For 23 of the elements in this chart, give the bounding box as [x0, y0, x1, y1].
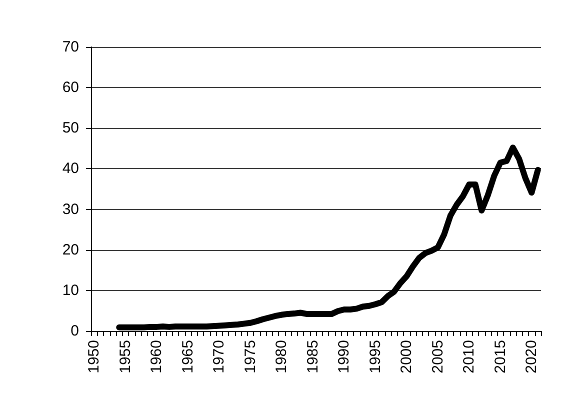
y-tick-label: 20	[62, 241, 79, 258]
x-tick-label: 2005	[429, 340, 446, 374]
y-tick-label: 70	[62, 38, 79, 56]
x-tick-label: 1980	[273, 340, 290, 374]
y-tick-label: 0	[70, 322, 79, 340]
x-tick-label: 1995	[366, 340, 384, 374]
y-tick-label: 50	[62, 120, 79, 137]
x-tick-label: 2015	[492, 340, 509, 374]
x-tick-label: 1960	[148, 340, 166, 374]
x-tick-label: 1965	[179, 340, 196, 374]
x-tick-label: 1975	[242, 340, 259, 374]
x-tick-label: 1955	[116, 340, 134, 374]
x-tick-label: 2000	[398, 340, 416, 374]
x-tick-label: 2010	[460, 340, 478, 374]
x-tick-label: 1985	[304, 340, 322, 374]
y-tick-label: 10	[62, 282, 79, 299]
y-tick-label: 30	[62, 200, 79, 218]
y-tick-label: 60	[62, 79, 79, 96]
x-tick-label: 1950	[86, 340, 103, 374]
x-tick-label: 1970	[210, 340, 228, 374]
y-tick-label: 40	[62, 160, 79, 178]
x-tick-label: 1990	[336, 340, 353, 374]
x-tick-label: 2020	[523, 340, 540, 374]
